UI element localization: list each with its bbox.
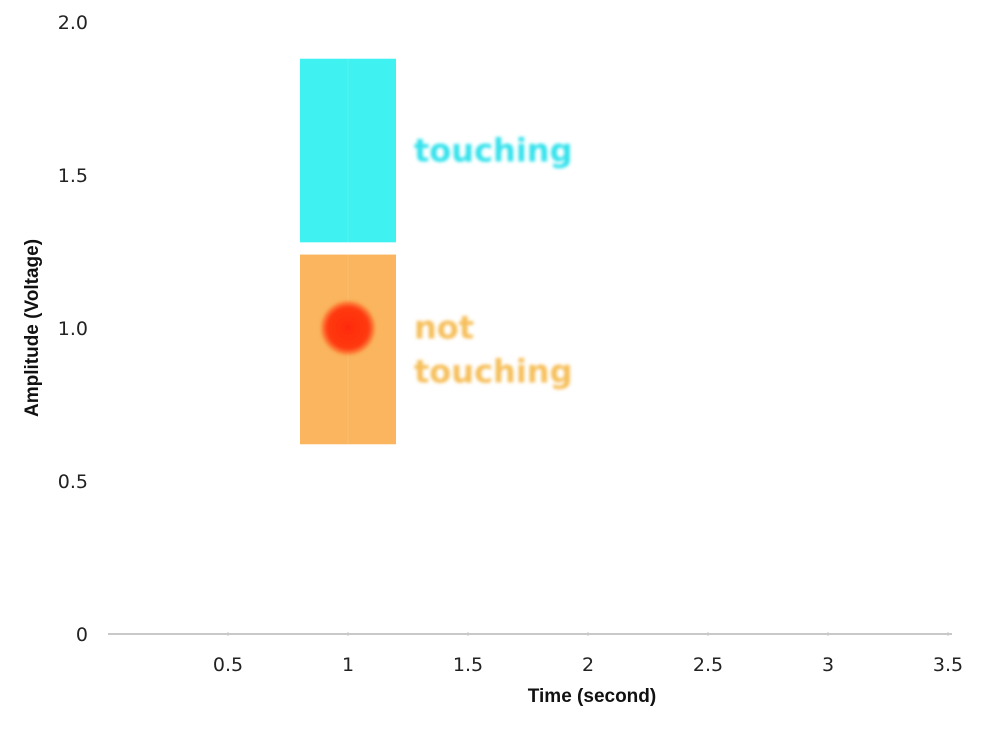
y-tick-label: 2.0 xyxy=(58,12,88,34)
region-touching-rect xyxy=(300,58,396,243)
y-axis-title: Amplitude (Voltage) xyxy=(22,239,43,417)
x-axis-ticks: 0.5 1 1.5 2 2.5 3 3.5 xyxy=(213,632,963,676)
x-tick-label: 2.5 xyxy=(693,654,723,676)
x-axis-title: Time (second) xyxy=(528,686,656,707)
y-tick-label: 1.0 xyxy=(58,318,88,340)
x-tick-label: 0.5 xyxy=(213,654,243,676)
x-tick-label: 3 xyxy=(822,654,834,676)
region-label-line: not xyxy=(414,308,474,346)
x-tick-label: 1 xyxy=(342,654,354,676)
region-label-line: touching xyxy=(414,132,572,170)
region-touching-label: touching xyxy=(414,132,572,170)
data-point xyxy=(321,301,375,355)
x-tick-label: 1.5 xyxy=(453,654,483,676)
region-label-line: touching xyxy=(414,352,572,390)
x-tick-label: 2 xyxy=(582,654,594,676)
y-tick-label: 1.5 xyxy=(58,165,88,187)
region-not-touching-label: not touching xyxy=(414,308,572,390)
x-tick-label: 3.5 xyxy=(933,654,963,676)
y-tick-label: 0.5 xyxy=(58,471,88,493)
y-axis-ticks: 0 0.5 1.0 1.5 2.0 xyxy=(58,12,88,646)
regions-layer: touching not touching xyxy=(300,58,572,445)
points-layer xyxy=(321,301,375,355)
y-tick-label: 0 xyxy=(76,624,88,646)
